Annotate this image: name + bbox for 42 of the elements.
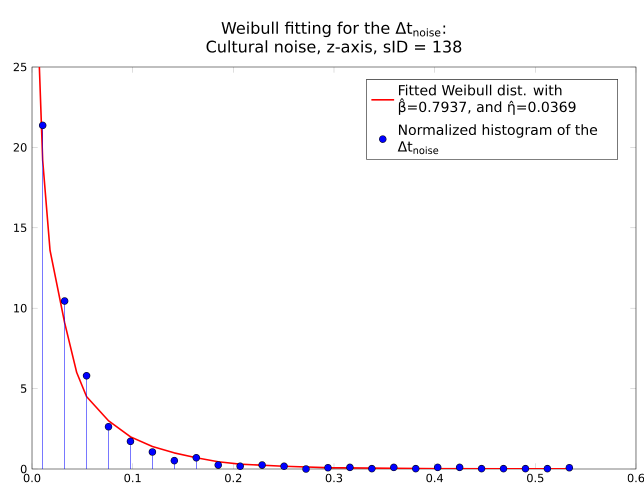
point <box>214 461 222 469</box>
legend-label: Normalized histogram of the Δt$_{noise}$ <box>398 124 598 154</box>
point <box>38 122 46 130</box>
point <box>522 464 530 472</box>
point <box>170 456 178 464</box>
point <box>478 464 486 472</box>
x-tick-label: 0.6 <box>628 474 644 482</box>
point <box>324 464 332 472</box>
point <box>104 422 112 430</box>
point <box>148 448 156 456</box>
point <box>236 462 244 470</box>
x-tick-label: 0.2 <box>225 474 242 482</box>
point <box>258 461 266 469</box>
point <box>126 438 134 446</box>
point <box>434 464 442 472</box>
point <box>82 372 90 380</box>
y-tick-label: 25 <box>14 62 26 72</box>
x-tick-label: 0.0 <box>24 474 40 482</box>
x-tick-label: 0.1 <box>124 474 141 482</box>
y-tick-label: 0 <box>20 464 27 474</box>
point <box>192 454 200 462</box>
point <box>302 465 310 473</box>
x-tick-label: 0.4 <box>426 474 444 482</box>
chart-subtitle: Cultural noise, z-axis, sID = 138 <box>206 40 462 54</box>
point <box>456 464 464 472</box>
y-tick-label: 15 <box>14 224 26 232</box>
x-tick-label: 0.3 <box>326 474 342 482</box>
legend-label: Fitted Weibull dist. with β̂=0.7937, and η̂=0.0369 <box>398 84 576 115</box>
point <box>566 464 574 472</box>
y-tick-label: 20 <box>14 143 27 152</box>
point <box>500 464 508 472</box>
point <box>368 464 376 472</box>
point <box>280 462 288 470</box>
y-tick-label: 10 <box>14 304 27 312</box>
point <box>544 464 552 472</box>
x-tick-label: 0.5 <box>527 474 544 482</box>
point <box>390 464 398 472</box>
point <box>346 464 354 472</box>
y-tick-label: 5 <box>20 384 26 393</box>
point <box>60 297 68 305</box>
chart-title: Weibull fitting for the Δt$_{noise}$: <box>222 22 446 38</box>
point <box>412 464 420 472</box>
